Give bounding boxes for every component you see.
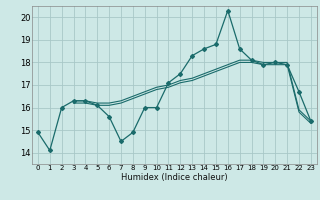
X-axis label: Humidex (Indice chaleur): Humidex (Indice chaleur) — [121, 173, 228, 182]
